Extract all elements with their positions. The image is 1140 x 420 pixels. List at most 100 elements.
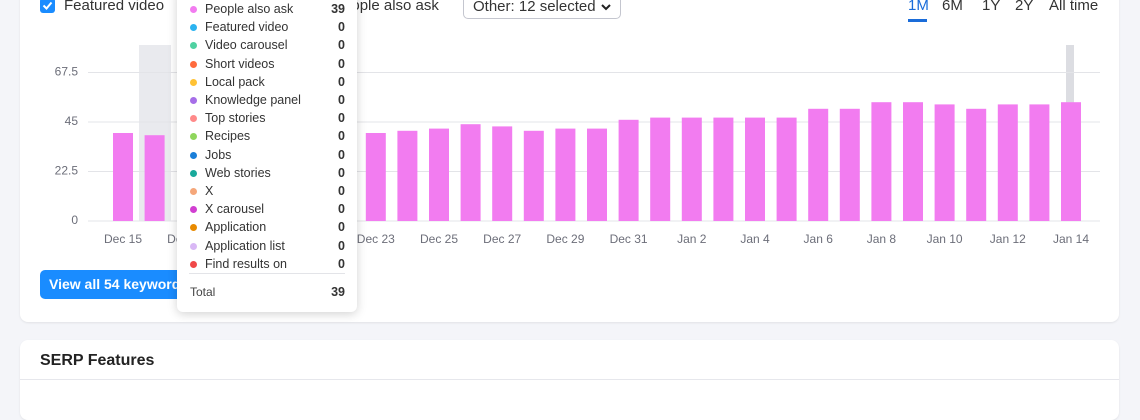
legend-dot xyxy=(190,224,197,232)
x-tick-label: Dec 23 xyxy=(357,232,395,246)
item-value: 0 xyxy=(338,38,345,53)
x-tick-label: Dec 27 xyxy=(483,232,521,246)
legend-dot xyxy=(190,60,197,68)
item-name: Application list xyxy=(205,238,285,253)
x-tick-label: Jan 12 xyxy=(990,232,1026,246)
bar xyxy=(555,128,576,221)
tooltip-row: Application 0 xyxy=(177,220,357,236)
bar xyxy=(397,130,418,221)
item-name: People also ask xyxy=(205,2,294,16)
bar xyxy=(681,117,702,221)
x-tick-label: Dec 29 xyxy=(546,232,584,246)
bar xyxy=(745,117,765,221)
legend-dot xyxy=(190,133,197,141)
legend-dot xyxy=(190,151,197,159)
item-name: Recipes xyxy=(205,129,251,144)
tooltip-row: Find results on 0 xyxy=(177,257,357,273)
y-tick-label: 22.5 xyxy=(55,164,79,178)
legend-dot xyxy=(190,188,197,195)
bar xyxy=(997,104,1018,221)
y-tick-label: 45 xyxy=(65,114,79,128)
tooltip-divider xyxy=(189,273,345,274)
item-name: Top stories xyxy=(205,111,266,126)
tooltip-row: Featured video 0 xyxy=(177,20,357,36)
tooltip-row: Web stories 0 xyxy=(177,166,357,182)
bar xyxy=(460,124,481,221)
legend-dot xyxy=(190,206,197,214)
x-tick-label: Dec 25 xyxy=(420,232,458,246)
legend-dot xyxy=(190,169,197,177)
item-name: Jobs xyxy=(205,147,232,162)
item-name: Knowledge panel xyxy=(205,93,301,107)
x-tick-label: Jan 8 xyxy=(867,232,897,246)
bar xyxy=(903,102,923,221)
bar xyxy=(429,128,449,221)
period-tab[interactable]: All time xyxy=(1049,0,1099,14)
legend-dot xyxy=(190,6,197,13)
period-tab[interactable]: 2Y xyxy=(1015,0,1034,14)
checkbox-label[interactable]: Featured video xyxy=(64,0,165,14)
item-value: 0 xyxy=(338,256,345,271)
tooltip-row: Local pack 0 xyxy=(177,75,357,91)
bar xyxy=(776,117,797,221)
item-value: 0 xyxy=(338,74,345,89)
tooltip-row: Short videos 0 xyxy=(177,57,357,73)
bar xyxy=(492,126,513,221)
divider xyxy=(20,379,1119,380)
section-title: SERP Features xyxy=(40,352,155,369)
item-value: 0 xyxy=(338,184,345,198)
bar xyxy=(365,133,386,221)
period-tab[interactable]: 1M xyxy=(908,0,929,14)
tooltip-row: Top stories 0 xyxy=(177,111,357,127)
y-tick-label: 0 xyxy=(71,213,78,227)
total-label: Total xyxy=(190,285,216,299)
bar xyxy=(966,108,987,221)
item-value: 0 xyxy=(338,202,345,217)
dropdown[interactable]: Other: 12 selected xyxy=(463,0,621,19)
legend-dot xyxy=(190,242,197,250)
x-tick-label: Jan 2 xyxy=(677,232,707,246)
bar xyxy=(839,108,860,221)
tooltip: Total 39 People also ask 39 Featured video… xyxy=(177,0,357,312)
x-tick-label: Jan 10 xyxy=(927,232,963,246)
item-name: Short videos xyxy=(205,56,275,71)
item-name: Find results on xyxy=(205,256,287,271)
checkbox-label[interactable]: People also ask xyxy=(333,0,439,14)
item-value: 0 xyxy=(338,220,345,235)
total-value: 39 xyxy=(331,285,345,299)
tooltip-row: Jobs 0 xyxy=(177,148,357,164)
x-tick-label: Dec 15 xyxy=(104,232,142,246)
legend-dot xyxy=(190,78,197,86)
item-name: Local pack xyxy=(205,74,265,89)
bar xyxy=(934,104,955,221)
item-value: 0 xyxy=(338,238,345,253)
x-tick-label: Jan 14 xyxy=(1053,232,1089,246)
active-underline xyxy=(908,19,927,22)
legend-dot xyxy=(190,115,197,123)
x-tick-label: Jan 6 xyxy=(804,232,834,246)
item-value: 0 xyxy=(338,129,345,144)
item-value: 39 xyxy=(331,2,345,16)
checkbox[interactable] xyxy=(40,0,55,13)
legend-dot xyxy=(190,260,197,268)
item-name: Application xyxy=(205,220,267,235)
period-tab[interactable]: 1Y xyxy=(982,0,1001,14)
tooltip-row: Recipes 0 xyxy=(177,129,357,145)
bar xyxy=(1061,102,1081,221)
legend-dot xyxy=(190,42,197,50)
view-all-button[interactable]: View all 54 keywords xyxy=(40,270,200,299)
dropdown-label: Other: 12 selected xyxy=(473,0,596,15)
bar xyxy=(523,130,544,221)
tooltip-row: Video carousel 0 xyxy=(177,38,357,54)
item-value: 0 xyxy=(338,56,345,71)
period-tab[interactable]: 6M xyxy=(942,0,963,14)
item-value: 0 xyxy=(338,111,345,126)
bar xyxy=(808,108,829,221)
item-value: 0 xyxy=(338,20,345,35)
legend-dot xyxy=(190,24,197,32)
item-name: Web stories xyxy=(205,165,271,180)
item-value: 0 xyxy=(338,147,345,162)
